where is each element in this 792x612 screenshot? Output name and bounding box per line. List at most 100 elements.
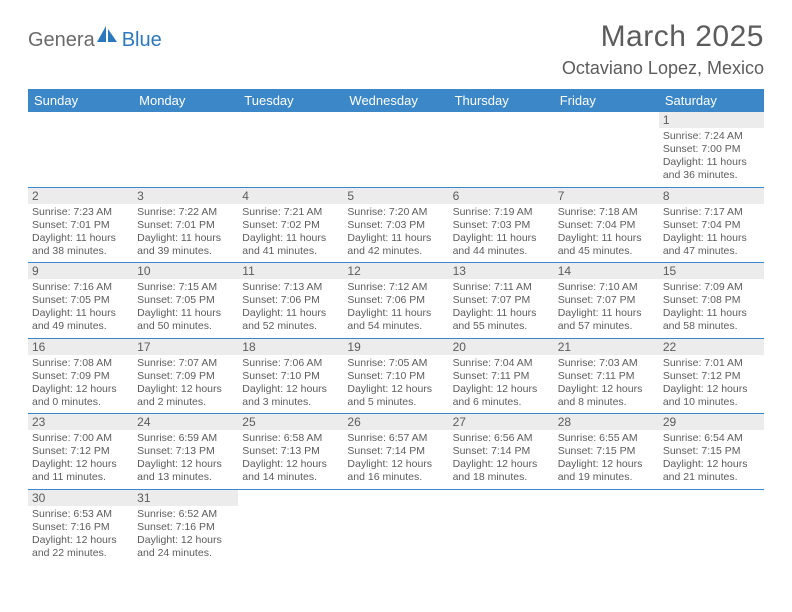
calendar-cell: 3Sunrise: 7:22 AMSunset: 7:01 PMDaylight… [133,187,238,263]
day-details: Sunrise: 7:21 AMSunset: 7:02 PMDaylight:… [238,204,343,263]
calendar-body: 1Sunrise: 7:24 AMSunset: 7:00 PMDaylight… [28,112,764,564]
daylight-line: Daylight: 12 hours and 19 minutes. [558,458,655,484]
day-number: 29 [659,414,764,430]
day-details: Sunrise: 7:12 AMSunset: 7:06 PMDaylight:… [343,279,448,338]
sunrise-line: Sunrise: 7:16 AM [32,281,129,294]
daylight-line: Daylight: 12 hours and 21 minutes. [663,458,760,484]
daylight-line: Daylight: 11 hours and 50 minutes. [137,307,234,333]
sunset-line: Sunset: 7:08 PM [663,294,760,307]
sunrise-line: Sunrise: 6:54 AM [663,432,760,445]
day-details: Sunrise: 6:56 AMSunset: 7:14 PMDaylight:… [449,430,554,489]
day-number: 3 [133,188,238,204]
calendar-cell: 18Sunrise: 7:06 AMSunset: 7:10 PMDayligh… [238,338,343,414]
sunrise-line: Sunrise: 7:00 AM [32,432,129,445]
day-details: Sunrise: 7:09 AMSunset: 7:08 PMDaylight:… [659,279,764,338]
calendar-cell: 10Sunrise: 7:15 AMSunset: 7:05 PMDayligh… [133,262,238,338]
day-number: 10 [133,263,238,279]
sunset-line: Sunset: 7:14 PM [347,445,444,458]
sail-icon [97,26,119,50]
sunrise-line: Sunrise: 7:18 AM [558,206,655,219]
calendar-row: 1Sunrise: 7:24 AMSunset: 7:00 PMDaylight… [28,112,764,187]
daylight-line: Daylight: 12 hours and 5 minutes. [347,383,444,409]
day-details: Sunrise: 7:18 AMSunset: 7:04 PMDaylight:… [554,204,659,263]
sunrise-line: Sunrise: 7:19 AM [453,206,550,219]
sunrise-line: Sunrise: 7:10 AM [558,281,655,294]
day-number: 25 [238,414,343,430]
day-details: Sunrise: 7:23 AMSunset: 7:01 PMDaylight:… [28,204,133,263]
daylight-line: Daylight: 11 hours and 47 minutes. [663,232,760,258]
calendar-header-row: SundayMondayTuesdayWednesdayThursdayFrid… [28,89,764,112]
day-number: 1 [659,112,764,128]
calendar-cell: 11Sunrise: 7:13 AMSunset: 7:06 PMDayligh… [238,262,343,338]
day-number: 22 [659,339,764,355]
day-details: Sunrise: 7:03 AMSunset: 7:11 PMDaylight:… [554,355,659,414]
sunset-line: Sunset: 7:13 PM [137,445,234,458]
sunrise-line: Sunrise: 6:55 AM [558,432,655,445]
day-number: 30 [28,490,133,506]
day-number: 13 [449,263,554,279]
sunrise-line: Sunrise: 6:59 AM [137,432,234,445]
day-details: Sunrise: 6:57 AMSunset: 7:14 PMDaylight:… [343,430,448,489]
sunrise-line: Sunrise: 7:08 AM [32,357,129,370]
sunset-line: Sunset: 7:06 PM [242,294,339,307]
day-details: Sunrise: 7:17 AMSunset: 7:04 PMDaylight:… [659,204,764,263]
calendar-cell: 23Sunrise: 7:00 AMSunset: 7:12 PMDayligh… [28,413,133,489]
sunset-line: Sunset: 7:16 PM [32,521,129,534]
sunrise-line: Sunrise: 6:58 AM [242,432,339,445]
calendar-cell: 19Sunrise: 7:05 AMSunset: 7:10 PMDayligh… [343,338,448,414]
day-details: Sunrise: 7:13 AMSunset: 7:06 PMDaylight:… [238,279,343,338]
calendar-row: 16Sunrise: 7:08 AMSunset: 7:09 PMDayligh… [28,338,764,414]
day-details: Sunrise: 7:16 AMSunset: 7:05 PMDaylight:… [28,279,133,338]
day-number: 8 [659,188,764,204]
day-number: 2 [28,188,133,204]
calendar-cell: 31Sunrise: 6:52 AMSunset: 7:16 PMDayligh… [133,489,238,565]
day-number: 21 [554,339,659,355]
day-details: Sunrise: 7:05 AMSunset: 7:10 PMDaylight:… [343,355,448,414]
day-number: 26 [343,414,448,430]
sunset-line: Sunset: 7:02 PM [242,219,339,232]
daylight-line: Daylight: 11 hours and 41 minutes. [242,232,339,258]
day-details: Sunrise: 7:24 AMSunset: 7:00 PMDaylight:… [659,128,764,187]
sunrise-line: Sunrise: 7:05 AM [347,357,444,370]
day-details: Sunrise: 7:00 AMSunset: 7:12 PMDaylight:… [28,430,133,489]
calendar-cell [238,489,343,565]
daylight-line: Daylight: 12 hours and 13 minutes. [137,458,234,484]
sunrise-line: Sunrise: 7:24 AM [663,130,760,143]
day-details: Sunrise: 7:06 AMSunset: 7:10 PMDaylight:… [238,355,343,414]
sunset-line: Sunset: 7:11 PM [453,370,550,383]
sunrise-line: Sunrise: 6:57 AM [347,432,444,445]
calendar-row: 9Sunrise: 7:16 AMSunset: 7:05 PMDaylight… [28,262,764,338]
weekday-header: Thursday [449,89,554,112]
daylight-line: Daylight: 12 hours and 0 minutes. [32,383,129,409]
calendar-cell: 1Sunrise: 7:24 AMSunset: 7:00 PMDaylight… [659,112,764,187]
daylight-line: Daylight: 11 hours and 54 minutes. [347,307,444,333]
sunrise-line: Sunrise: 7:15 AM [137,281,234,294]
day-details: Sunrise: 6:58 AMSunset: 7:13 PMDaylight:… [238,430,343,489]
sunset-line: Sunset: 7:15 PM [558,445,655,458]
calendar-cell [343,489,448,565]
day-number: 20 [449,339,554,355]
day-details: Sunrise: 6:52 AMSunset: 7:16 PMDaylight:… [133,506,238,565]
sunset-line: Sunset: 7:13 PM [242,445,339,458]
calendar-cell [449,489,554,565]
day-number: 9 [28,263,133,279]
weekday-header: Tuesday [238,89,343,112]
day-details: Sunrise: 6:55 AMSunset: 7:15 PMDaylight:… [554,430,659,489]
daylight-line: Daylight: 11 hours and 44 minutes. [453,232,550,258]
title-block: March 2025 Octaviano Lopez, Mexico [562,20,764,79]
weekday-header: Wednesday [343,89,448,112]
calendar-cell: 30Sunrise: 6:53 AMSunset: 7:16 PMDayligh… [28,489,133,565]
day-details: Sunrise: 7:10 AMSunset: 7:07 PMDaylight:… [554,279,659,338]
day-details: Sunrise: 7:19 AMSunset: 7:03 PMDaylight:… [449,204,554,263]
sunset-line: Sunset: 7:07 PM [453,294,550,307]
sunrise-line: Sunrise: 7:01 AM [663,357,760,370]
calendar-cell: 20Sunrise: 7:04 AMSunset: 7:11 PMDayligh… [449,338,554,414]
sunset-line: Sunset: 7:00 PM [663,143,760,156]
calendar-cell: 26Sunrise: 6:57 AMSunset: 7:14 PMDayligh… [343,413,448,489]
location: Octaviano Lopez, Mexico [562,58,764,79]
calendar-cell: 4Sunrise: 7:21 AMSunset: 7:02 PMDaylight… [238,187,343,263]
brand-part1: Genera [28,29,95,52]
calendar-cell: 2Sunrise: 7:23 AMSunset: 7:01 PMDaylight… [28,187,133,263]
sunrise-line: Sunrise: 6:56 AM [453,432,550,445]
header: Genera Blue March 2025 Octaviano Lopez, … [28,20,764,79]
